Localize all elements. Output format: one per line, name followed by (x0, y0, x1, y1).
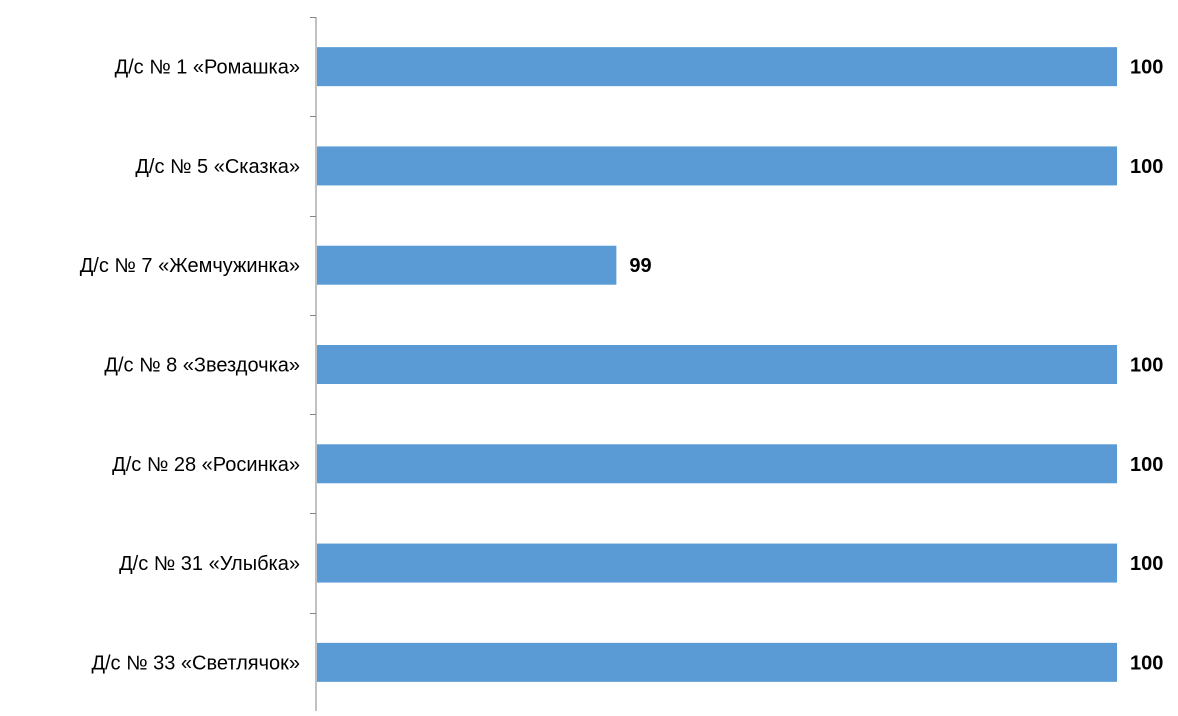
data-label: 99 (629, 255, 651, 277)
category-label: Д/с № 5 «Сказка» (135, 156, 300, 178)
category-label: Д/с № 7 «Жемчужинка» (80, 255, 300, 277)
data-label: 100 (1130, 553, 1163, 575)
category-label: Д/с № 33 «Светлячок» (91, 652, 300, 674)
axis-layer (310, 17, 317, 713)
bar (317, 345, 1117, 384)
data-label: 100 (1130, 355, 1163, 377)
bars-layer (317, 47, 1117, 682)
data-label: 100 (1130, 454, 1163, 476)
data-label: 100 (1130, 156, 1163, 178)
data-label: 100 (1130, 57, 1163, 79)
bar (317, 543, 1117, 583)
category-label: Д/с № 28 «Росинка» (112, 454, 300, 476)
category-label: Д/с № 8 «Звездочка» (104, 355, 300, 377)
data-label: 100 (1130, 652, 1163, 674)
bar (317, 47, 1117, 87)
bar (317, 146, 1117, 186)
category-label: Д/с № 31 «Улыбка» (119, 553, 300, 575)
labels-layer: Д/с № 1 «Ромашка» 100 Д/с № 5 «Сказка» 100 Д… (80, 57, 1164, 675)
bar (317, 444, 1117, 484)
category-label: Д/с № 1 «Ромашка» (115, 57, 300, 79)
bar (317, 245, 617, 285)
bar (317, 642, 1117, 682)
